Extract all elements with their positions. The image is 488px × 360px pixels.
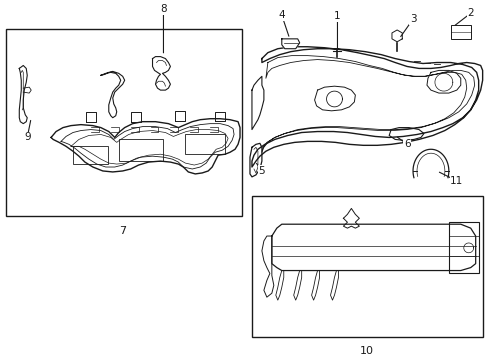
Polygon shape (391, 30, 402, 42)
Text: 2: 2 (467, 8, 473, 18)
Text: 9: 9 (24, 132, 30, 143)
Text: 8: 8 (160, 4, 166, 14)
Bar (450, 25, 470, 39)
Bar (6, 29, 242, 216)
Bar (185, 135, 224, 154)
Text: 1: 1 (333, 11, 340, 21)
Bar (119, 139, 163, 161)
Bar (73, 146, 107, 164)
Text: 11: 11 (449, 176, 463, 186)
Polygon shape (281, 39, 299, 49)
Bar (448, 222, 478, 274)
Text: 7: 7 (119, 226, 126, 236)
Text: 4: 4 (278, 10, 285, 20)
Text: 6: 6 (403, 139, 409, 149)
Text: 10: 10 (360, 346, 373, 356)
Text: 5: 5 (258, 166, 264, 176)
Text: 3: 3 (409, 14, 415, 24)
Bar (251, 195, 482, 337)
